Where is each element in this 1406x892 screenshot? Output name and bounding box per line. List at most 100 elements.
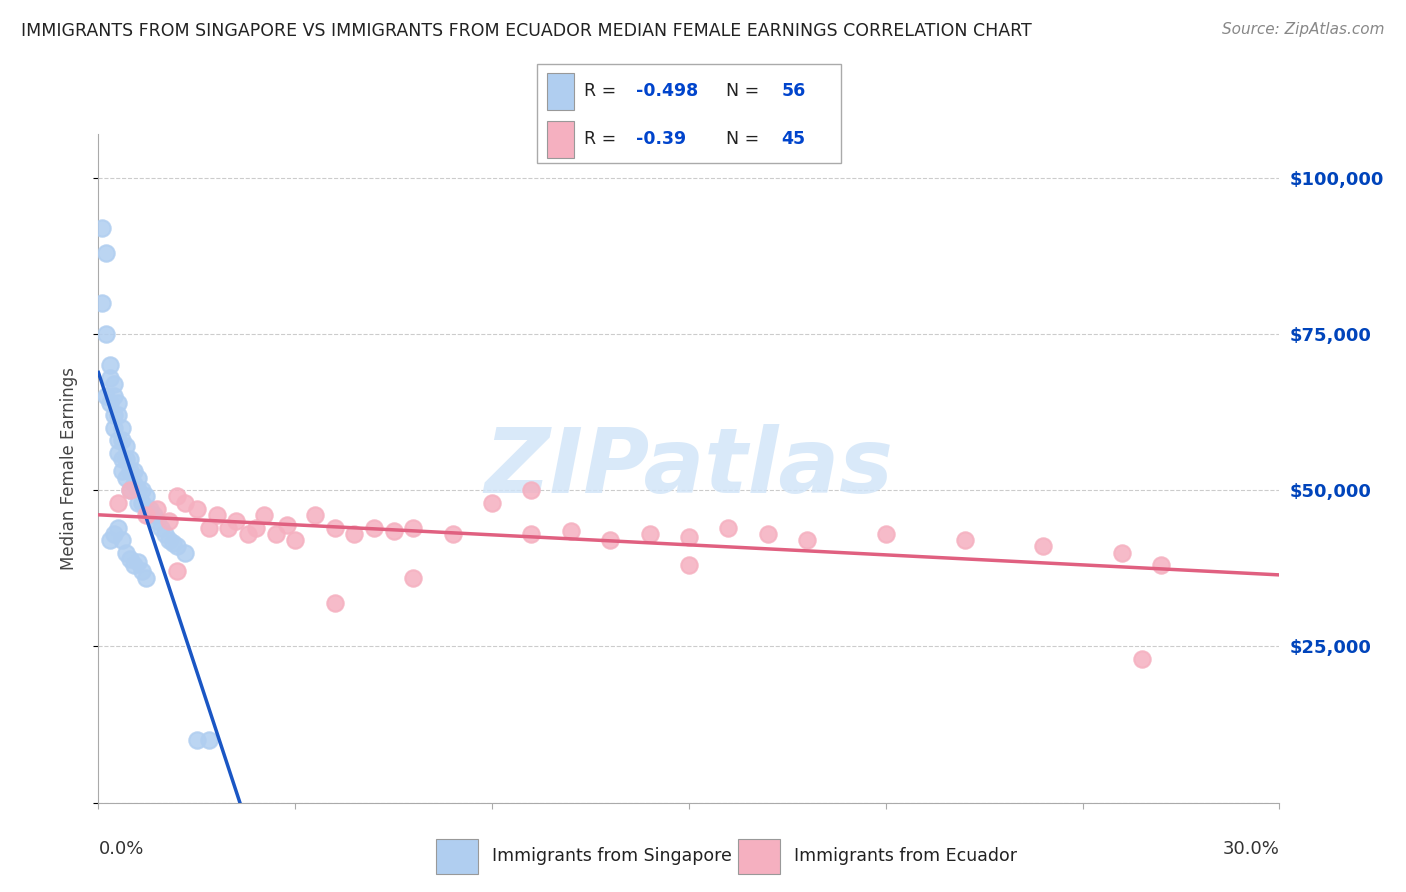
Point [284,533,307,548]
Point [717,521,740,535]
Point [131,483,153,498]
Point [146,502,169,516]
Point [103,420,125,434]
Point [323,596,346,610]
Point [363,521,385,535]
Point [217,521,239,535]
Text: Immigrants from Ecuador: Immigrants from Ecuador [794,847,1018,865]
Point [174,496,197,510]
Point [162,536,184,550]
Point [157,515,180,529]
Point [103,408,125,422]
Point [343,527,366,541]
Point [131,565,153,579]
Point [111,533,134,548]
Point [127,483,149,498]
Point [115,439,138,453]
Point [157,533,180,548]
FancyBboxPatch shape [547,121,575,158]
FancyBboxPatch shape [738,839,780,874]
Point [174,546,197,560]
Point [91,220,114,235]
Point [103,376,125,391]
Point [264,527,287,541]
Point [1111,546,1133,560]
Point [107,433,129,447]
Point [382,524,405,538]
Text: R =: R = [583,130,621,148]
Point [166,565,188,579]
Text: 45: 45 [782,130,806,148]
Point [96,389,118,403]
Point [122,477,145,491]
FancyBboxPatch shape [436,839,478,874]
Point [236,527,259,541]
Point [118,552,141,566]
Text: 56: 56 [782,82,806,100]
Point [678,558,700,573]
Point [96,245,118,260]
Point [115,546,138,560]
Point [1150,558,1173,573]
Point [146,515,169,529]
Point [245,521,267,535]
Point [98,533,121,548]
Point [96,326,118,341]
Point [875,527,897,541]
Y-axis label: Median Female Earnings: Median Female Earnings [59,367,77,570]
Point [1130,652,1153,666]
FancyBboxPatch shape [537,64,841,163]
Point [118,451,141,466]
Point [253,508,276,523]
Point [186,502,208,516]
Point [118,483,141,498]
Point [107,521,129,535]
Point [127,471,149,485]
Point [323,521,346,535]
Point [103,389,125,403]
Text: Immigrants from Singapore: Immigrants from Singapore [492,847,733,865]
Point [138,502,160,516]
Point [678,530,700,544]
Point [111,420,134,434]
Point [107,408,129,422]
Point [520,527,543,541]
Text: -0.39: -0.39 [637,130,686,148]
Point [599,533,621,548]
Point [107,445,129,459]
Point [91,295,114,310]
Point [111,433,134,447]
Point [481,496,503,510]
Text: 0.0%: 0.0% [98,839,143,857]
Point [127,496,149,510]
Point [115,451,138,466]
Point [796,533,818,548]
Point [560,524,582,538]
Point [111,465,134,479]
Point [150,521,173,535]
Point [107,496,129,510]
Point [142,508,165,523]
Point [118,465,141,479]
Point [131,496,153,510]
Point [107,395,129,409]
Point [276,517,298,532]
Point [638,527,661,541]
Text: Source: ZipAtlas.com: Source: ZipAtlas.com [1222,22,1385,37]
Point [135,502,157,516]
Point [118,483,141,498]
Point [155,527,177,541]
Point [166,540,188,554]
Point [135,508,157,523]
Point [135,490,157,504]
Text: ZIPatlas: ZIPatlas [485,425,893,512]
Point [166,490,188,504]
Point [402,571,425,585]
Point [197,733,219,747]
Text: N =: N = [725,82,765,100]
Point [225,515,247,529]
Point [98,358,121,372]
Text: -0.498: -0.498 [637,82,699,100]
Point [98,370,121,384]
Point [756,527,779,541]
